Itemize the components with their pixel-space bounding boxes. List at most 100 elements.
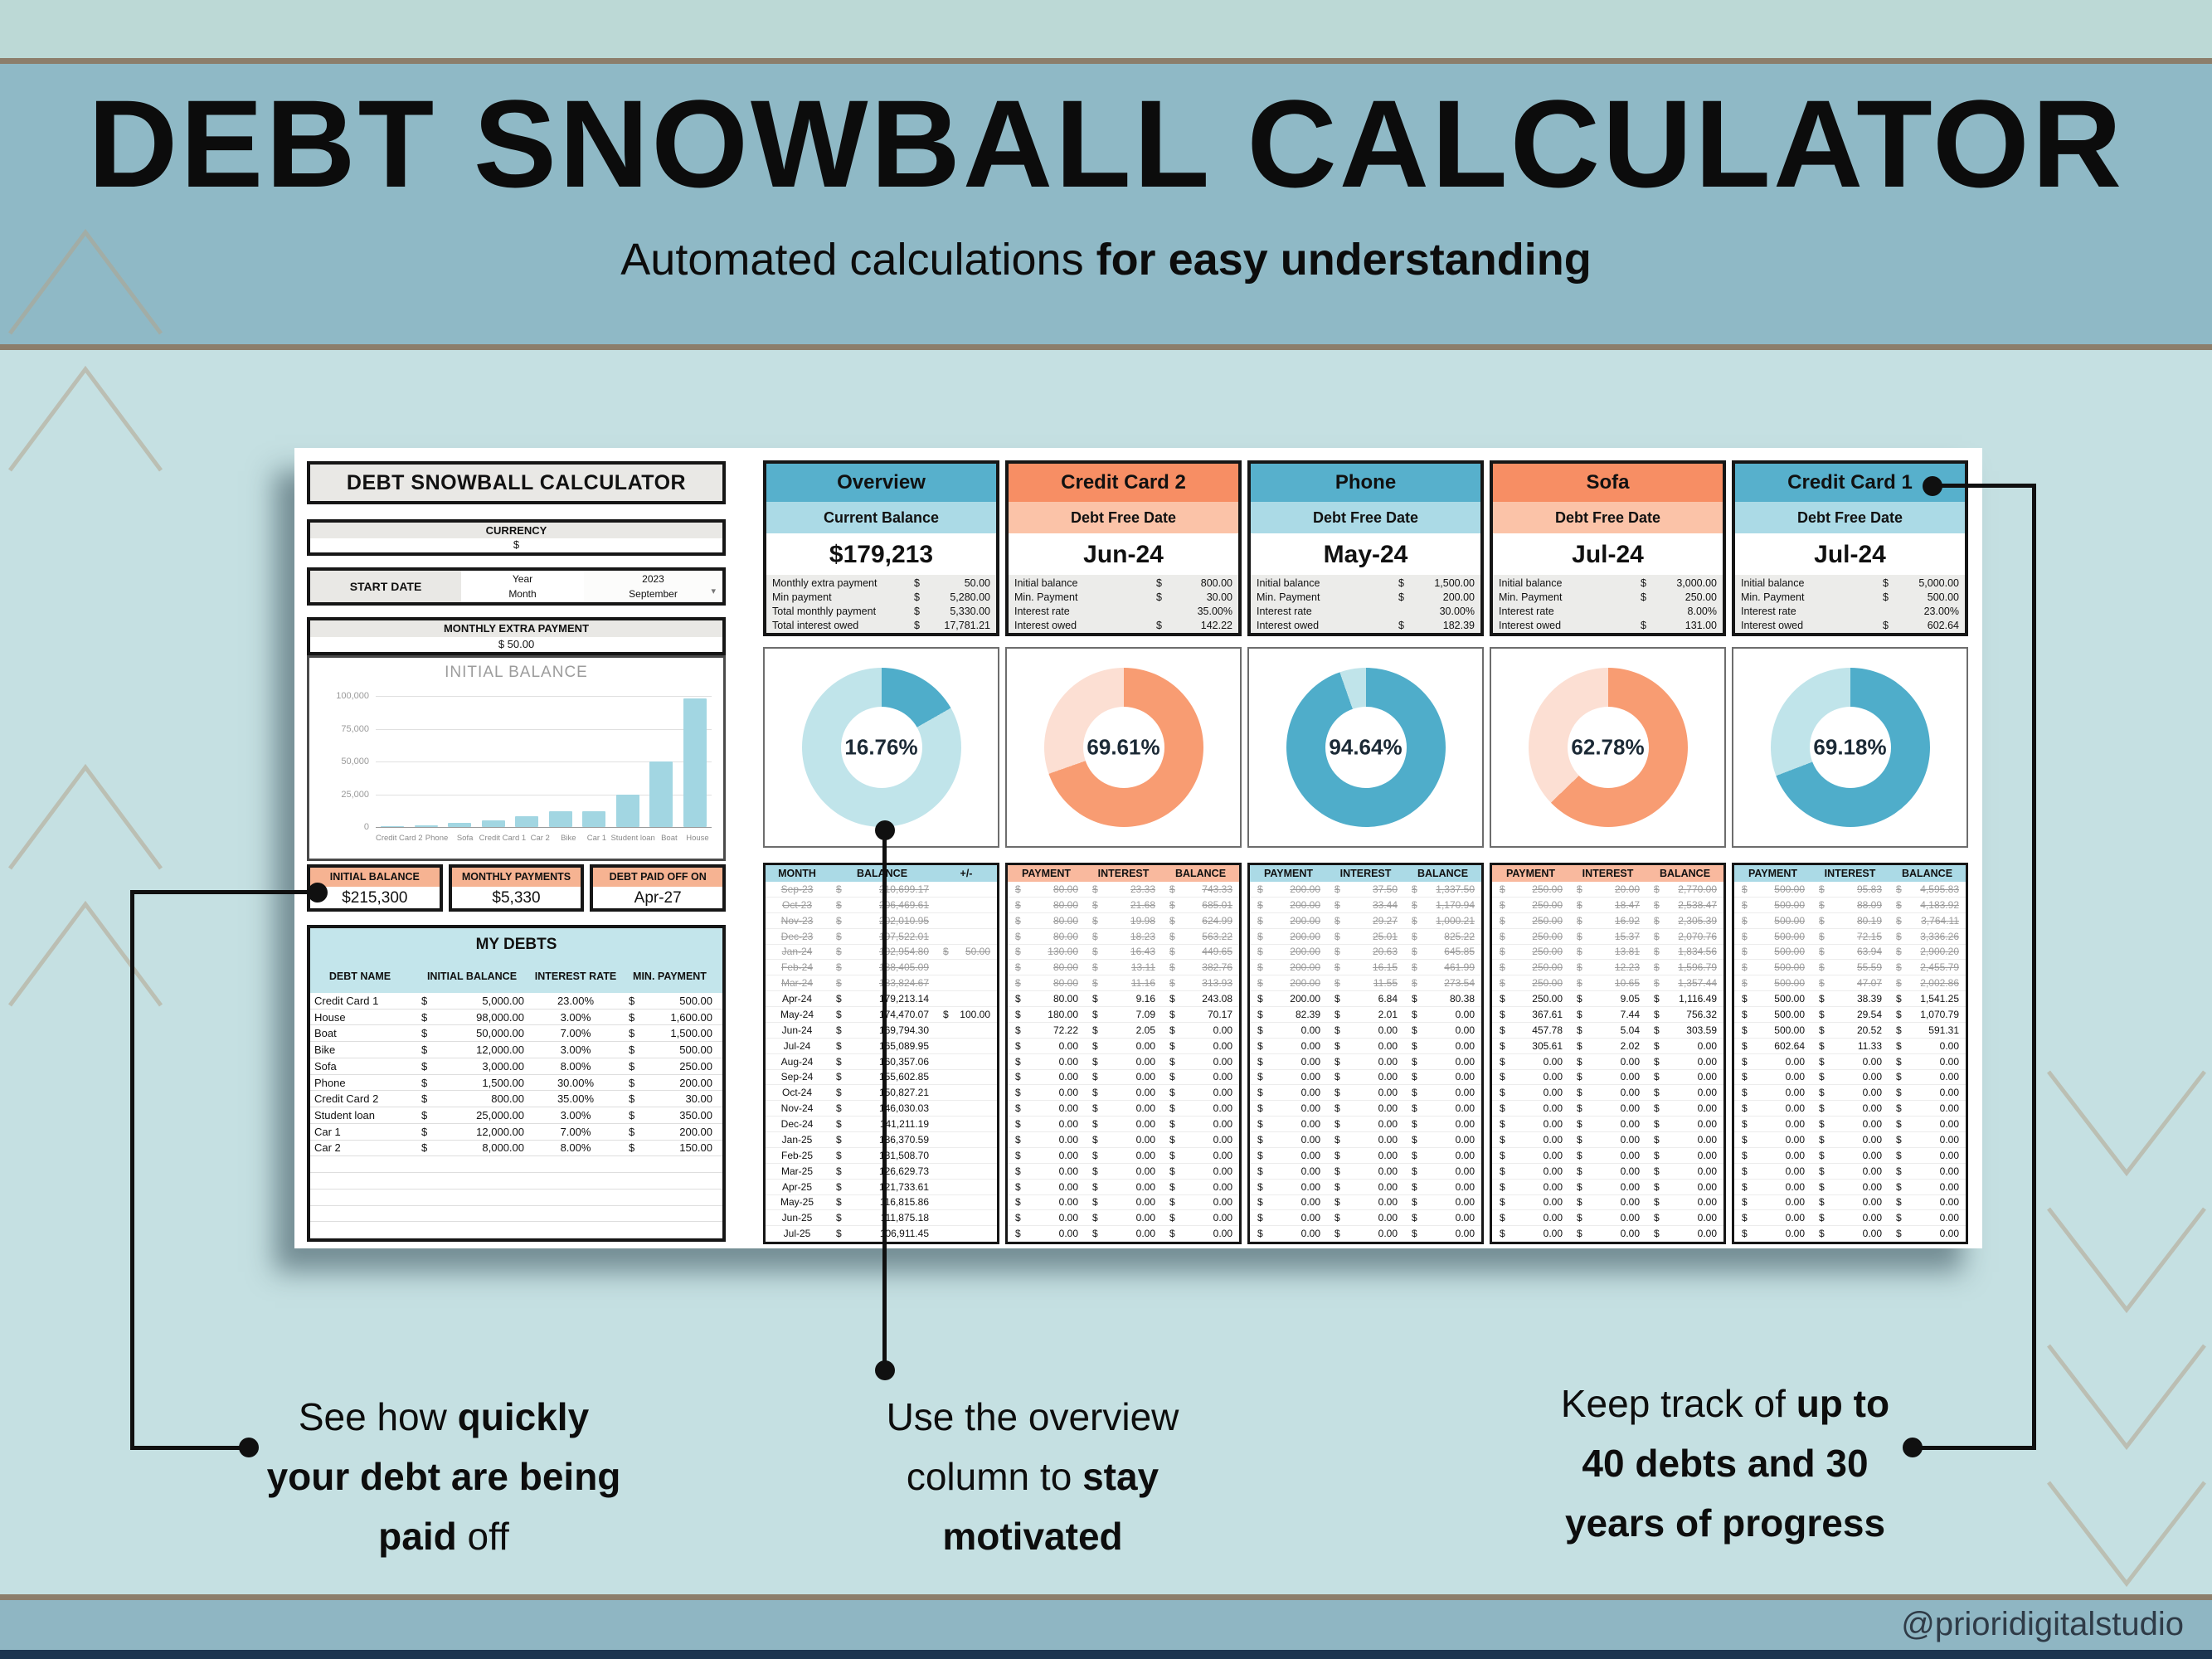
table-row[interactable]: Car 2 $8,000.00 8.00% $150.00	[310, 1141, 722, 1157]
currency-sign: $	[1742, 1165, 1748, 1177]
table-row-empty[interactable]	[310, 1173, 722, 1190]
currency-sign: $	[1015, 1228, 1021, 1240]
interest-cell: $0.00	[1811, 1165, 1889, 1177]
currency-sign: $	[1257, 1071, 1263, 1083]
currency-sign: $	[1257, 977, 1263, 990]
amount: 0.00	[1543, 1118, 1563, 1131]
table-row[interactable]: Phone $1,500.00 30.00% $200.00	[310, 1075, 722, 1092]
stat-value: 5,280.00	[950, 591, 990, 603]
table-row: $500.00 $29.54 $1,070.79	[1734, 1007, 1966, 1023]
payment-cell: $250.00	[1492, 899, 1569, 911]
summary-box: MONTHLY PAYMENTS $5,330	[448, 864, 585, 912]
currency-sign: $	[1896, 1212, 1902, 1224]
table-row: $0.00 $0.00 $0.00	[1492, 1101, 1723, 1117]
table-row-empty[interactable]	[310, 1156, 722, 1174]
amount: 0.00	[1862, 1149, 1882, 1161]
bottom-navy-strip	[0, 1650, 2212, 1659]
my-debts-table: MY DEBTS DEBT NAME INITIAL BALANCE INTERES…	[307, 925, 726, 1242]
summary-label: MONTHLY PAYMENTS	[451, 868, 581, 887]
currency-sign: $	[1092, 993, 1098, 1005]
extra-payment-value[interactable]: $ 50.00	[498, 638, 535, 650]
donut-hole	[840, 707, 922, 788]
currency-sign: $	[1412, 1118, 1417, 1131]
callout-line	[2032, 484, 2036, 1450]
currency-sign: $	[836, 1008, 842, 1020]
currency-sign: $	[1169, 1196, 1175, 1209]
payment-cell: $0.00	[1734, 1228, 1811, 1239]
stat-value: 1,500.00	[1434, 577, 1475, 589]
table-row-empty[interactable]	[310, 1222, 722, 1239]
currency-sign: $	[1896, 1024, 1902, 1036]
amount: 0.00	[1058, 1212, 1078, 1224]
table-row[interactable]: House $98,000.00 3.00% $1,600.00	[310, 1010, 722, 1026]
currency-sign: $	[1412, 883, 1417, 895]
currency-sign: $	[1412, 1071, 1417, 1083]
amount: 0.00	[1378, 1165, 1398, 1177]
amount: 0.00	[1939, 1228, 1959, 1240]
month-select[interactable]: September	[629, 588, 678, 600]
table-row-empty[interactable]	[310, 1206, 722, 1223]
currency-sign: $	[421, 1010, 428, 1024]
amount: 82.39	[1295, 1008, 1320, 1020]
currency-sign: $	[1577, 1071, 1582, 1083]
currency-sign: $	[1092, 1118, 1098, 1131]
amount: 0.00	[1785, 1165, 1805, 1177]
currency-sign: $	[1092, 1149, 1098, 1161]
amount: 183,824.67	[878, 977, 929, 990]
currency-sign: $	[1412, 946, 1417, 958]
currency-sign: $	[1092, 1133, 1098, 1146]
amount: 0.00	[1300, 1024, 1320, 1036]
amount: 8,000.00	[482, 1141, 524, 1155]
column-header: BALANCE	[1659, 868, 1711, 879]
balance-cell: $0.00	[1404, 1212, 1481, 1224]
amount: 0.00	[1697, 1212, 1717, 1224]
table-row: Jun-24 $169,794.30	[766, 1023, 997, 1039]
amount: 200.00	[679, 1125, 712, 1138]
interest-cell: $0.00	[1085, 1165, 1162, 1177]
card-title: Overview	[766, 464, 996, 502]
stat-value: 30.00	[1206, 591, 1232, 603]
amount: 0.00	[1300, 1133, 1320, 1146]
amount: 0.00	[1939, 1039, 1959, 1052]
payment-cell: $72.22	[1008, 1024, 1085, 1036]
balance-cell: $4,183.92	[1889, 899, 1966, 911]
amount: 2,070.76	[1678, 930, 1717, 942]
balance-cell: $0.00	[1404, 1150, 1481, 1161]
amount: 500.00	[1774, 930, 1805, 942]
stat-label: Interest rate	[1014, 605, 1070, 617]
payment-cell: $130.00	[1008, 946, 1085, 957]
amount: 0.00	[1862, 1180, 1882, 1193]
table-row[interactable]: Boat $50,000.00 7.00% $1,500.00	[310, 1025, 722, 1043]
x-axis-category-label: Car 1	[586, 834, 607, 843]
amount: 0.00	[1300, 1165, 1320, 1177]
currency-sign: $	[1015, 961, 1021, 974]
amount: 0.00	[1135, 1118, 1155, 1131]
table-row[interactable]: Car 1 $12,000.00 7.00% $200.00	[310, 1124, 722, 1141]
currency-sign: $	[1819, 1133, 1825, 1146]
payment-cell: $0.00	[1008, 1071, 1085, 1082]
table-row[interactable]: Student loan $25,000.00 3.00% $350.00	[310, 1107, 722, 1124]
annotation-line: paid off	[178, 1506, 709, 1566]
table-row: May-25 $116,815.86	[766, 1195, 997, 1211]
table-row[interactable]: Credit Card 2 $800.00 35.00% $30.00	[310, 1091, 722, 1108]
table-row: $0.00 $0.00 $0.00	[1008, 1085, 1239, 1102]
currency-sign: $	[1257, 1196, 1263, 1209]
year-value[interactable]: 2023	[642, 573, 664, 585]
min-payment-cell: $500.00	[617, 1044, 722, 1056]
balance-cell: $0.00	[1404, 1071, 1481, 1082]
table-row[interactable]: Sofa $3,000.00 8.00% $250.00	[310, 1058, 722, 1075]
table-row-empty[interactable]	[310, 1190, 722, 1206]
table-row[interactable]: Bike $12,000.00 3.00% $500.00	[310, 1042, 722, 1058]
x-axis-category-label: Credit Card 2	[376, 834, 423, 843]
amount: 2,538.47	[1678, 898, 1717, 911]
chevron-down-icon[interactable]: ▾	[711, 586, 716, 596]
currency-value[interactable]: $	[513, 538, 520, 551]
card-stat-row: Total monthly payment $5,330.00	[766, 606, 996, 617]
interest-cell: $0.00	[1569, 1118, 1646, 1130]
balance-cell: $825.22	[1404, 931, 1481, 942]
amount: 0.00	[1620, 1087, 1640, 1099]
currency-sign: $	[1500, 1165, 1505, 1177]
min-payment-cell: $30.00	[617, 1092, 722, 1105]
table-row[interactable]: Credit Card 1 $5,000.00 23.00% $500.00	[310, 993, 722, 1010]
summary-row: INITIAL BALANCE $215,300 MONTHLY PAYMENTS $…	[307, 864, 726, 912]
